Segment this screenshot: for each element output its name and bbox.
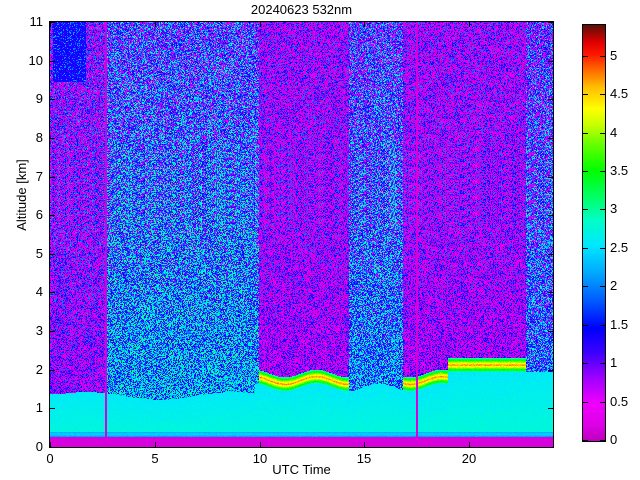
colorbar-tick-label: 1.5	[610, 317, 629, 332]
y-tick-mark	[548, 138, 553, 139]
colorbar-tick-mark	[583, 325, 588, 326]
y-tick-mark	[548, 292, 553, 293]
y-tick-label: 0	[35, 439, 43, 454]
y-tick-label: 11	[29, 14, 44, 29]
colorbar-tick-label: 3.5	[610, 163, 629, 178]
x-tick-label: 10	[252, 451, 268, 466]
colorbar-tick-mark	[583, 133, 588, 134]
x-tick-mark	[469, 442, 470, 447]
colorbar-gradient	[583, 25, 605, 441]
y-tick-mark	[50, 370, 55, 371]
x-tick-mark	[469, 22, 470, 27]
y-tick-mark	[548, 215, 553, 216]
y-tick-mark	[50, 22, 55, 23]
y-tick-mark	[50, 177, 55, 178]
y-tick-label: 10	[28, 53, 43, 68]
colorbar-tick-mark	[600, 325, 605, 326]
y-tick-mark	[50, 61, 55, 62]
y-tick-mark	[548, 177, 553, 178]
y-tick-mark	[548, 61, 553, 62]
colorbar-tick-mark	[583, 363, 588, 364]
colorbar-tick-mark	[583, 56, 588, 57]
x-tick-mark	[155, 442, 156, 447]
colorbar-tick-mark	[600, 56, 605, 57]
y-axis-label: Altitude [km]	[14, 159, 29, 231]
colorbar-tick-label: 3	[610, 201, 618, 216]
x-tick-mark	[364, 442, 365, 447]
y-tick-mark	[50, 292, 55, 293]
y-tick-mark	[548, 99, 553, 100]
colorbar-tick-mark	[600, 248, 605, 249]
colorbar-tick-label: 4.5	[610, 86, 629, 101]
colorbar-tick-label: 0.5	[610, 394, 629, 409]
y-tick-mark	[50, 99, 55, 100]
x-tick-label: 5	[151, 451, 159, 466]
y-tick-label: 3	[35, 323, 43, 338]
y-tick-label: 8	[35, 130, 43, 145]
y-tick-mark	[548, 408, 553, 409]
colorbar-tick-mark	[583, 209, 588, 210]
y-tick-label: 5	[35, 246, 43, 261]
colorbar-tick-label: 1	[610, 355, 618, 370]
colorbar-tick-mark	[600, 94, 605, 95]
colorbar-tick-mark	[583, 94, 588, 95]
colorbar-tick-mark	[600, 209, 605, 210]
y-tick-mark	[548, 254, 553, 255]
colorbar-tick-label: 2.5	[610, 240, 629, 255]
x-tick-mark	[50, 442, 51, 447]
colorbar-tick-mark	[583, 286, 588, 287]
colorbar-tick-mark	[600, 171, 605, 172]
y-tick-mark	[548, 331, 553, 332]
y-tick-mark	[548, 22, 553, 23]
y-tick-label: 7	[35, 169, 43, 184]
x-tick-label: 20	[461, 451, 477, 466]
x-tick-label: 0	[46, 451, 54, 466]
y-tick-label: 9	[35, 91, 43, 106]
y-tick-label: 4	[35, 284, 43, 299]
x-axis-label: UTC Time	[272, 462, 331, 477]
colorbar-tick-mark	[583, 440, 588, 441]
y-tick-mark	[548, 370, 553, 371]
colorbar-tick-mark	[583, 248, 588, 249]
x-tick-label: 15	[356, 451, 372, 466]
x-tick-mark	[364, 22, 365, 27]
colorbar-tick-label: 2	[610, 278, 618, 293]
y-tick-mark	[548, 447, 553, 448]
colorbar-tick-mark	[583, 171, 588, 172]
x-tick-mark	[260, 442, 261, 447]
colorbar-tick-mark	[600, 440, 605, 441]
x-tick-mark	[260, 22, 261, 27]
colorbar[interactable]	[582, 24, 606, 442]
colorbar-tick-label: 5	[610, 48, 618, 63]
colorbar-tick-mark	[583, 402, 588, 403]
y-tick-mark	[50, 215, 55, 216]
y-tick-mark	[50, 331, 55, 332]
y-tick-label: 1	[35, 400, 43, 415]
colorbar-tick-mark	[600, 286, 605, 287]
colorbar-tick-label: 0	[610, 432, 618, 447]
y-tick-label: 6	[35, 207, 43, 222]
backscatter-heatmap[interactable]	[50, 22, 553, 447]
colorbar-tick-mark	[600, 133, 605, 134]
colorbar-tick-mark	[600, 402, 605, 403]
x-tick-mark	[155, 22, 156, 27]
x-tick-mark	[50, 22, 51, 27]
page-title: 20240623 532nm	[250, 2, 353, 17]
colorbar-tick-label: 4	[610, 125, 618, 140]
y-tick-mark	[50, 254, 55, 255]
y-tick-label: 2	[35, 362, 43, 377]
y-tick-mark	[50, 408, 55, 409]
y-tick-mark	[50, 138, 55, 139]
plot-axes[interactable]	[49, 21, 554, 448]
colorbar-tick-mark	[600, 363, 605, 364]
y-tick-mark	[50, 447, 55, 448]
